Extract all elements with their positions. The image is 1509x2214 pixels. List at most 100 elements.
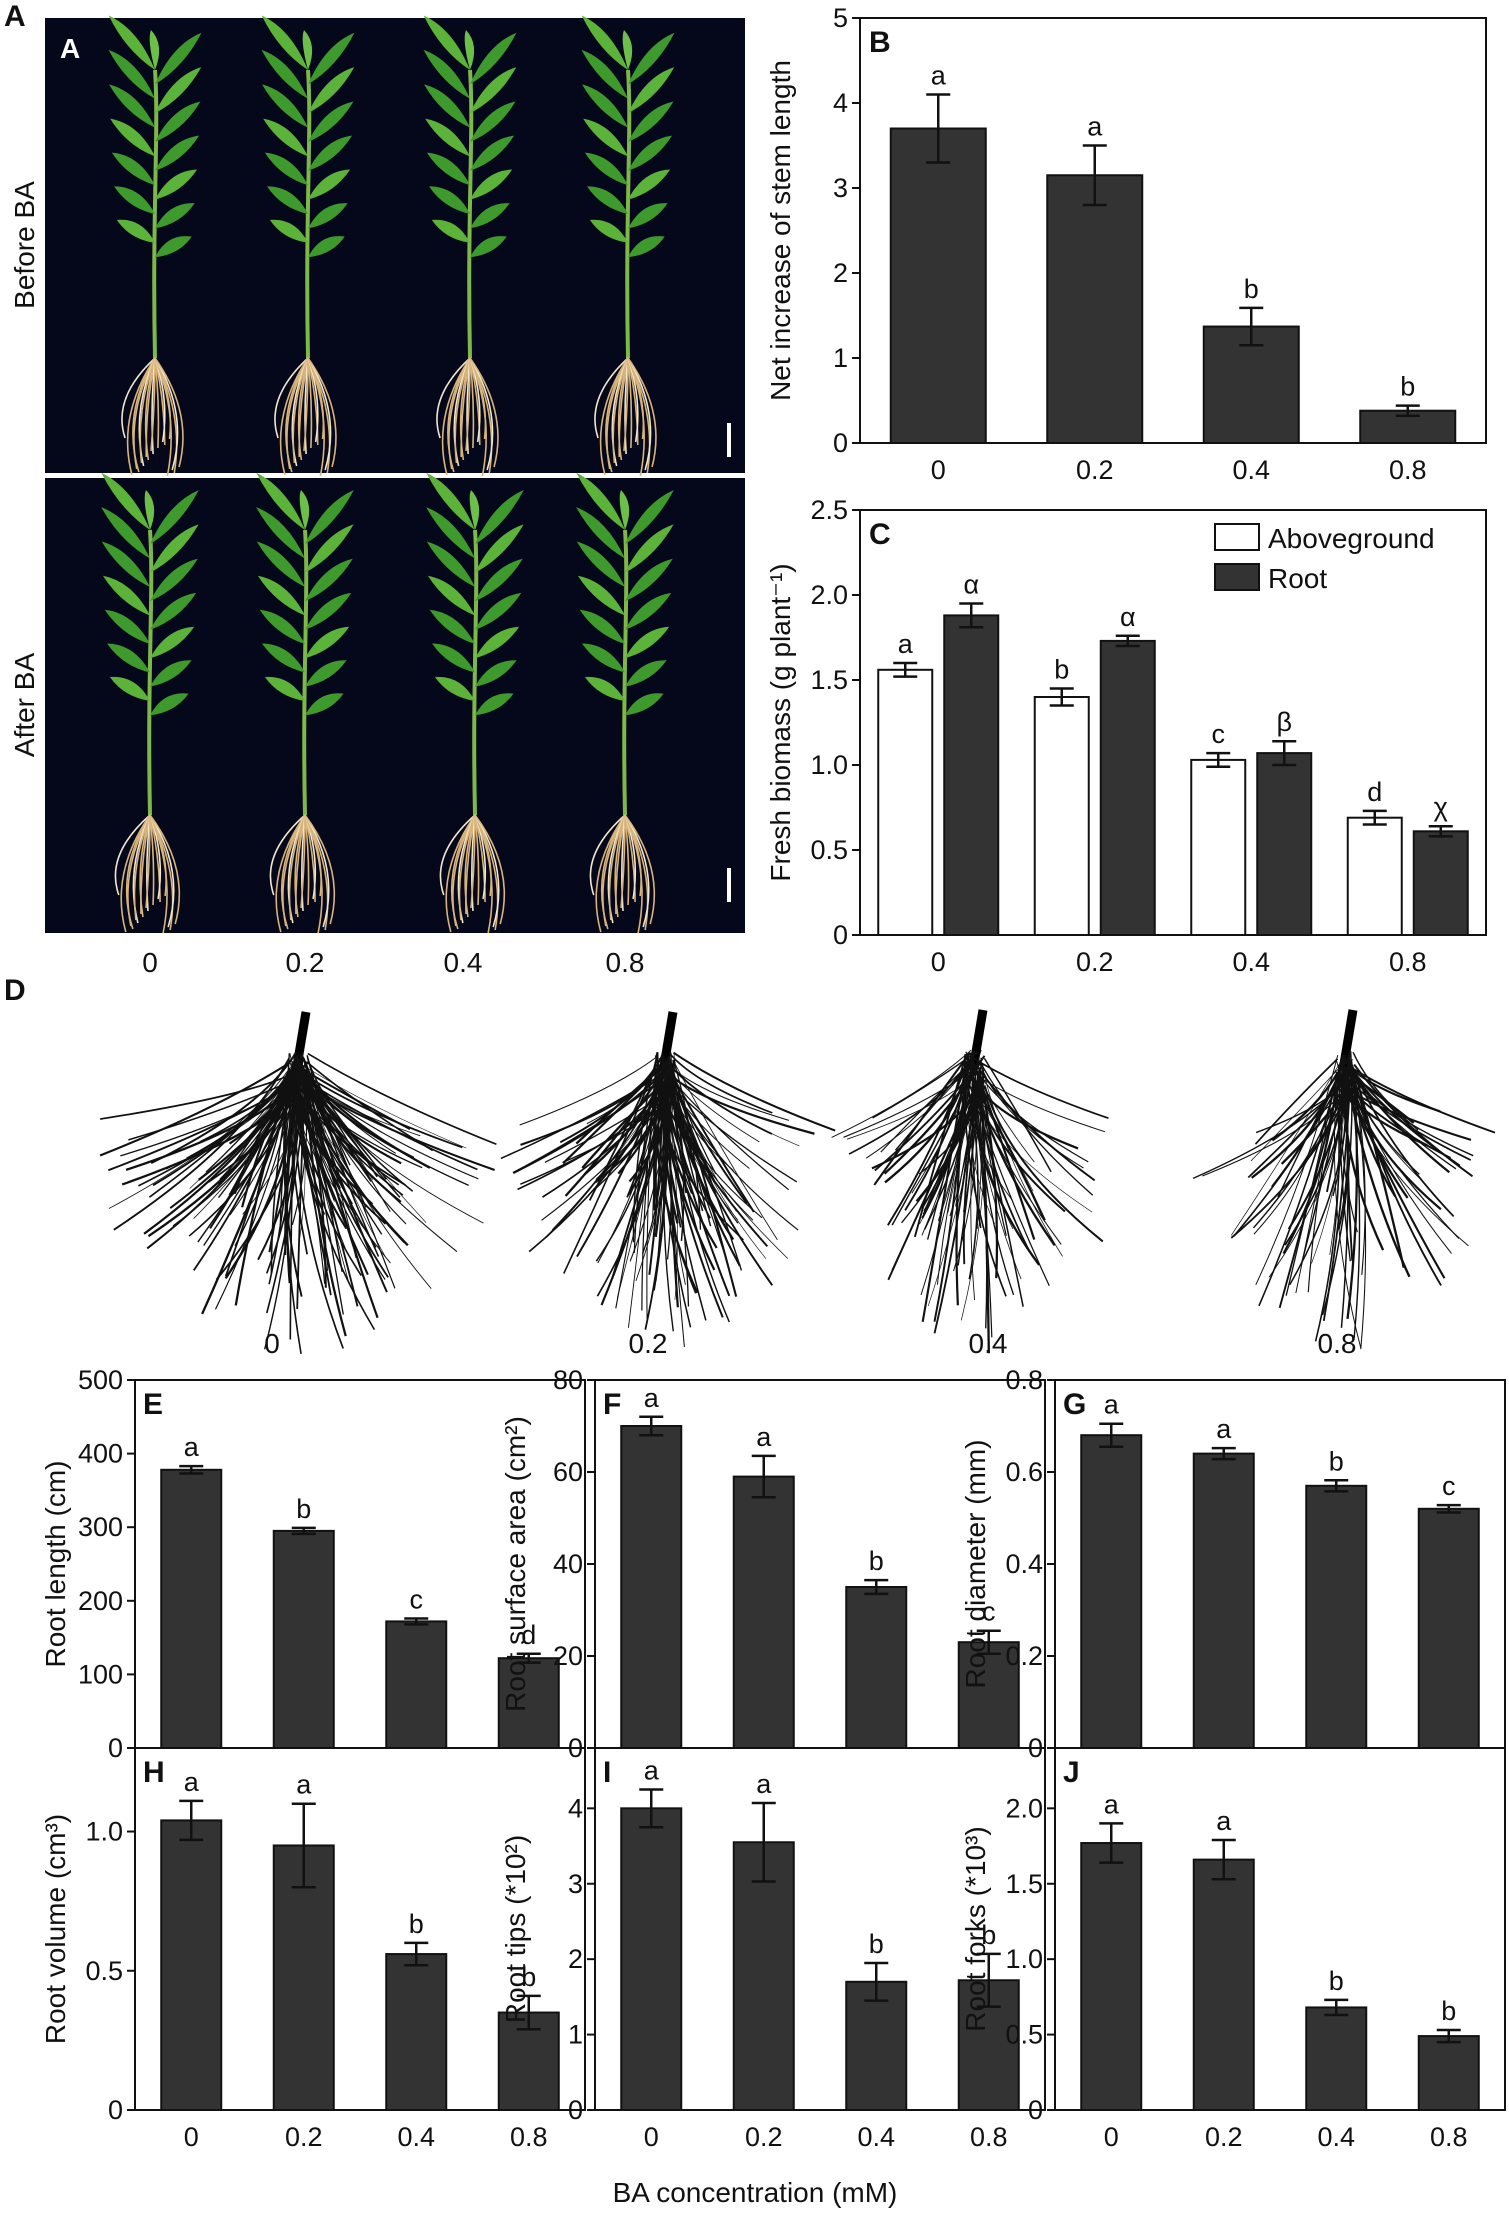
plant-leaf: [305, 660, 347, 687]
plant-root: [133, 814, 151, 921]
root-scan-root: [927, 1079, 984, 1307]
plant-leaf: [628, 67, 675, 114]
plant-root: [469, 357, 475, 449]
root-scan-root: [883, 1066, 979, 1175]
plant-root: [149, 814, 174, 931]
plant-stem: [152, 69, 159, 359]
root-scan-root: [960, 1063, 986, 1321]
root-scan-root: [1285, 1076, 1338, 1296]
plant-apex-leaf: [299, 490, 310, 530]
significance-label: a: [296, 1770, 312, 1800]
root-scan-label-3: 0.8: [1318, 1328, 1357, 1359]
bar-j-2: [1305, 2006, 1368, 2112]
plant-leaf: [475, 660, 517, 687]
root-scan-label-0: 0: [264, 1328, 280, 1359]
x-tick-label: 0.4: [397, 2122, 435, 2152]
plant-leaf: [111, 152, 155, 186]
root-scan-root: [293, 1086, 344, 1349]
root-scan-root: [973, 1057, 1109, 1120]
root-scan-root: [654, 1089, 744, 1241]
bar-c-1-s1: [1099, 639, 1156, 937]
plant-after-1: [256, 472, 354, 934]
root-scan-root: [1352, 1052, 1419, 1131]
plant-leaf: [155, 101, 201, 142]
plant-root: [615, 814, 626, 915]
plant-leaf: [470, 32, 517, 85]
y-axis-title: Net increase of stem length: [765, 60, 796, 401]
y-tick-label: 3: [568, 1869, 583, 1899]
root-scan-0: [99, 1011, 497, 1354]
plant-leaf: [475, 626, 520, 659]
y-tick-label: 2.5: [810, 495, 848, 525]
plant-leaf: [305, 693, 344, 716]
root-scan-root: [519, 1057, 657, 1126]
plot-frame: [134, 1747, 586, 2111]
root-scan-root: [1351, 1065, 1455, 1218]
plant-root: [282, 814, 306, 927]
plant-root: [469, 357, 493, 474]
plant-stem: [467, 69, 474, 359]
root-scan-root: [672, 1080, 790, 1191]
plant-root: [627, 357, 633, 449]
plant-root: [307, 357, 337, 468]
root-scan-root: [1289, 1083, 1350, 1286]
bar-i-0: [620, 1807, 683, 2112]
x-tick-label: 0: [184, 2122, 199, 2152]
plant-root: [298, 357, 309, 458]
plant-leaf: [256, 541, 305, 587]
plant-leaf: [475, 558, 523, 602]
legend-label: Root: [1268, 563, 1327, 594]
plant-leaf: [584, 676, 625, 701]
significance-label: α: [1120, 602, 1136, 632]
significance-label: a: [184, 1432, 200, 1462]
bar-b-3: [1359, 409, 1457, 445]
plant-root: [624, 814, 656, 925]
significance-label: a: [1216, 1806, 1232, 1836]
y-tick-label: 80: [553, 1365, 583, 1395]
x-tick-label: 0.4: [1232, 455, 1270, 485]
plant-leaf: [308, 236, 345, 258]
y-tick-label: 3: [833, 173, 848, 203]
plant-leaf: [577, 575, 625, 616]
significance-label: β: [1276, 707, 1292, 737]
plant-leaf: [576, 472, 625, 530]
plant-root: [307, 357, 325, 477]
plant-leaf: [625, 524, 674, 573]
plant-leaf: [102, 575, 150, 616]
significance-label: c: [1212, 719, 1226, 749]
plant-apex-leaf: [464, 30, 475, 70]
label-before-ba: Before BA: [9, 181, 40, 309]
plant-root: [608, 814, 626, 921]
root-scan-root: [294, 1059, 467, 1149]
plant-leaf: [628, 101, 674, 142]
root-scan-root: [921, 1066, 974, 1236]
root-scan-root: [305, 1086, 347, 1337]
panel-letter-c: C: [869, 518, 891, 551]
root-scan-root: [306, 1080, 432, 1289]
plant-leaf: [426, 472, 475, 530]
plant-root: [469, 357, 494, 471]
bar-f-1: [732, 1475, 795, 1749]
plant-apex-leaf: [302, 30, 313, 70]
root-scan-root: [626, 1069, 660, 1198]
plant-root: [127, 814, 151, 927]
plant-leaf: [155, 32, 202, 85]
x-tick-label: 0: [644, 2122, 659, 2152]
plant-leaf: [262, 643, 305, 673]
plant-leaf: [259, 609, 305, 644]
root-scan-2: [831, 1009, 1109, 1354]
plot-frame: [1054, 1747, 1506, 2111]
bar-b-0: [889, 127, 987, 444]
plant-leaf: [625, 660, 667, 687]
significance-label: c: [1442, 1471, 1456, 1501]
root-scan-root: [99, 1062, 290, 1157]
plant-leaf: [628, 203, 668, 229]
photo-inner-letter-a: A: [60, 33, 80, 64]
significance-label: b: [981, 1920, 996, 1950]
y-tick-label: 1: [568, 2020, 583, 2050]
panel-letter-i: I: [603, 1756, 611, 1789]
bar-j-1: [1192, 1858, 1255, 2112]
root-scan-root: [1192, 1084, 1342, 1179]
plant-leaf: [587, 186, 628, 214]
significance-label: a: [756, 1769, 772, 1799]
